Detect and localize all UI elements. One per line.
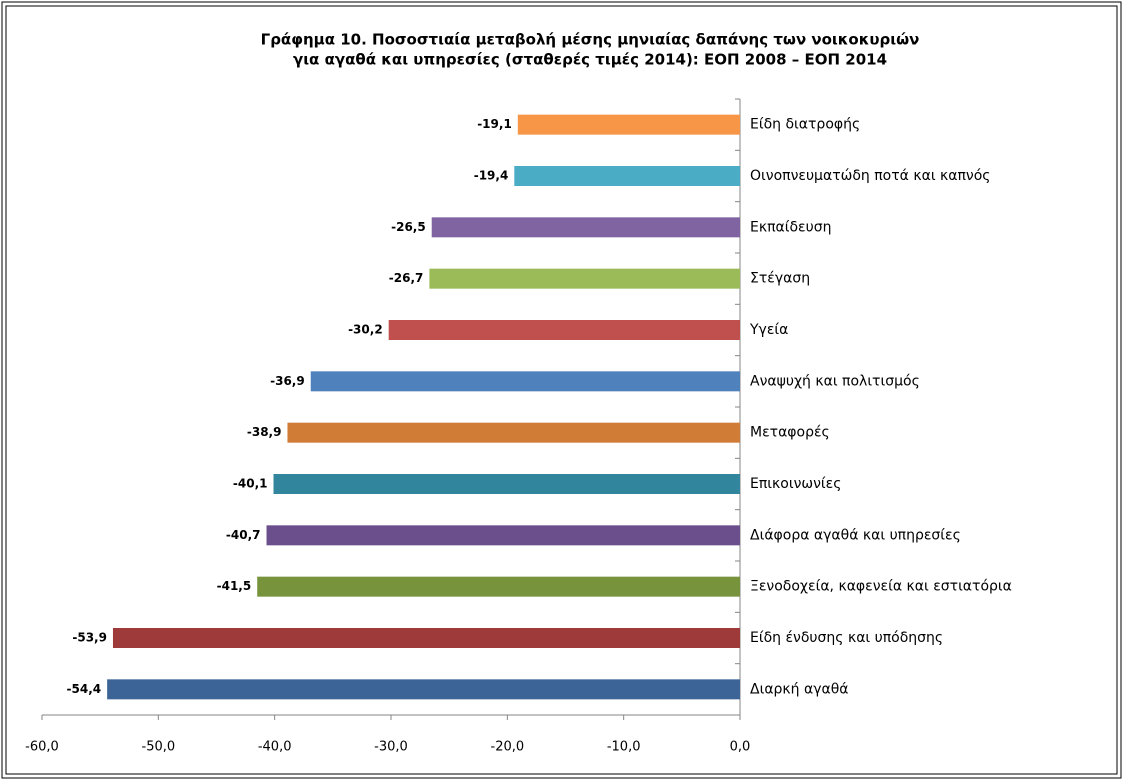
- category-label: Στέγαση: [750, 271, 810, 287]
- category-label: Αναψυχή και πολιτισμός: [750, 373, 920, 389]
- value-label: -40,7: [226, 528, 261, 542]
- x-tick-label: -30,0: [374, 740, 408, 755]
- category-label: Υγεία: [749, 322, 788, 338]
- value-label: -40,1: [233, 477, 268, 491]
- category-label: Οινοπνευματώδη ποτά και καπνός: [750, 168, 991, 184]
- value-label: -38,9: [247, 425, 282, 439]
- x-tick-label: -20,0: [491, 740, 525, 755]
- category-label: Μεταφορές: [750, 425, 830, 441]
- bar: [517, 114, 740, 135]
- value-label: -30,2: [348, 323, 383, 337]
- frame-inner: [5, 5, 1118, 775]
- bar: [112, 628, 741, 648]
- x-tick-label: -10,0: [607, 740, 641, 755]
- category-label: Εκπαίδευση: [750, 219, 831, 235]
- bar: [273, 474, 740, 494]
- x-tick-label: -50,0: [142, 740, 176, 755]
- x-tick-label: -60,0: [25, 740, 59, 755]
- x-tick-label: -40,0: [258, 740, 292, 755]
- bar: [266, 525, 740, 546]
- bar: [107, 679, 740, 700]
- bar: [310, 371, 740, 392]
- bar: [431, 217, 740, 238]
- value-label: -41,5: [217, 579, 252, 593]
- bar: [514, 166, 740, 186]
- bar: [287, 422, 740, 443]
- bar: [257, 576, 740, 597]
- value-label: -19,4: [474, 169, 509, 183]
- value-label: -54,4: [67, 682, 102, 696]
- bar: [388, 320, 740, 340]
- chart-title: Γράφημα 10. Ποσοστιαία μεταβολή μέσης μη…: [261, 31, 920, 49]
- x-tick-label: 0,0: [730, 740, 751, 755]
- value-label: -19,1: [477, 117, 512, 131]
- value-label: -26,7: [389, 271, 424, 285]
- value-label: -26,5: [391, 220, 426, 234]
- category-label: Είδη διατροφής: [750, 117, 860, 133]
- chart-title: για αγαθά και υπηρεσίες (σταθερές τιμές …: [293, 51, 887, 69]
- category-label: Διαρκή αγαθά: [750, 681, 849, 697]
- bar: [429, 268, 740, 289]
- category-label: Επικοινωνίες: [750, 476, 841, 492]
- category-label: Ξενοδοχεία, καφενεία και εστιατόρια: [750, 579, 1012, 595]
- value-label: -36,9: [270, 374, 305, 388]
- value-label: -53,9: [72, 631, 107, 645]
- category-label: Είδη ένδυσης και υπόδησης: [750, 630, 943, 646]
- category-label: Διάφορα αγαθά και υπηρεσίες: [750, 527, 961, 543]
